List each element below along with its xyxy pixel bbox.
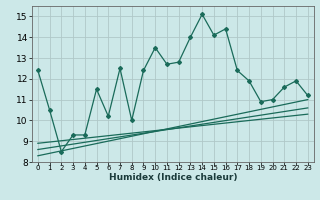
X-axis label: Humidex (Indice chaleur): Humidex (Indice chaleur) <box>108 173 237 182</box>
